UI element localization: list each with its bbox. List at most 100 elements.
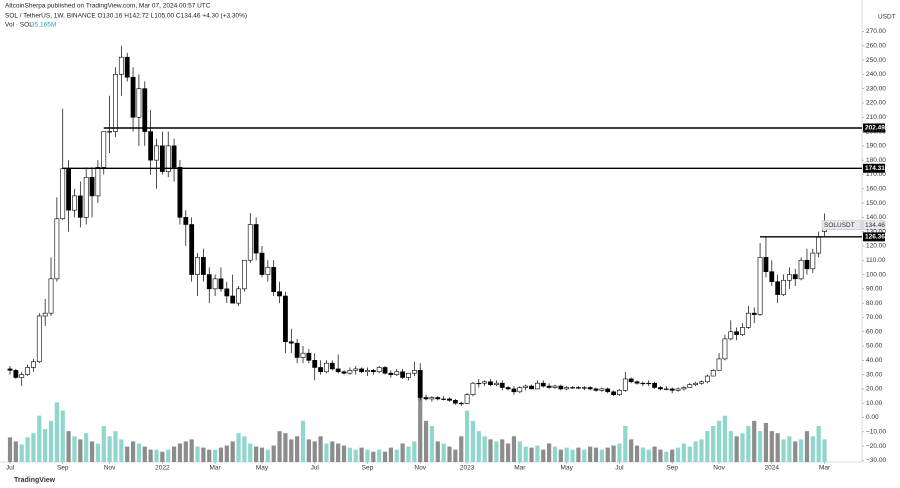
y-tick-label: 150.00 [866, 200, 886, 207]
x-tick-label: Mar [819, 465, 831, 472]
volume-bar [177, 443, 183, 462]
volume-bar [623, 426, 628, 462]
y-tick-label: 140.00 [866, 214, 886, 221]
candle-body [628, 378, 634, 383]
volume-bar [482, 436, 487, 462]
volume-bar [646, 449, 651, 462]
candle-body [482, 381, 488, 384]
volume-bar [13, 441, 18, 462]
candle-body [593, 388, 599, 391]
candle-body [740, 327, 745, 335]
volume-bar [271, 445, 276, 462]
volume-bar [353, 449, 358, 462]
candle-body [546, 385, 552, 388]
candle-body [19, 374, 25, 378]
candle-body [218, 278, 224, 290]
candle-body [165, 145, 171, 172]
volume-bar [488, 439, 493, 462]
candle-body [212, 278, 218, 290]
y-tick-label: 50.00 [866, 343, 883, 350]
author-line: AltcoinSherpa published on TradingView.c… [5, 3, 211, 10]
y-tick-label: 100.00 [866, 271, 886, 278]
candle-body [107, 131, 113, 133]
candle-body [786, 274, 792, 281]
candle-body [464, 394, 470, 404]
candle-body [60, 168, 66, 220]
candle-body [388, 372, 394, 375]
volume-bar [453, 449, 458, 462]
candle-body [306, 352, 312, 361]
volume-bar [517, 441, 522, 462]
volume-bar [494, 441, 499, 462]
volume-bar [84, 433, 89, 462]
volume-bar [148, 449, 153, 462]
candle-body [452, 400, 458, 404]
y-tick-label: 190.00 [866, 143, 886, 150]
candle-body [458, 402, 464, 405]
volume-bar [763, 422, 769, 462]
y-tick-label: 120.00 [866, 243, 886, 250]
candle-body [136, 88, 142, 118]
level-label: 174.31 [865, 165, 885, 172]
candle-body [324, 362, 329, 373]
volume-bar [125, 446, 130, 462]
volume-bar [48, 420, 54, 462]
volume-bar [752, 420, 757, 462]
volume-bar [277, 431, 282, 462]
volume-bar [324, 443, 329, 462]
volume-bar [664, 451, 669, 462]
candle-body [570, 387, 575, 389]
candle-body [376, 367, 382, 373]
currency: USDT [878, 14, 896, 21]
candle-body [130, 76, 136, 118]
candle-body [599, 388, 605, 391]
y-tick-label: 240.00 [866, 71, 886, 78]
candle-body [25, 367, 30, 375]
volume-bar [89, 441, 95, 462]
volume-bar [259, 447, 265, 462]
x-tick-label: Jul [6, 465, 15, 472]
price-tag-symbol: SOLUSDT [824, 222, 855, 229]
candle-body [154, 145, 159, 161]
volume-bar [787, 436, 792, 462]
volume-bar [746, 426, 751, 462]
volume-bar [593, 447, 599, 462]
x-tick-label: Nov [713, 465, 725, 472]
volume-bar [728, 431, 733, 462]
candle-body [36, 315, 42, 363]
volume-bar [54, 402, 59, 462]
volume-bar [552, 446, 558, 462]
candle-body [734, 331, 740, 335]
volume-bar [154, 449, 159, 462]
volume-bar [160, 451, 165, 462]
volume-bar [201, 447, 206, 462]
volume-bar [119, 439, 124, 462]
x-tick-label: Jul [311, 465, 320, 472]
volume-bar [371, 451, 376, 462]
x-tick-label: 2023 [460, 465, 475, 472]
candle-body [195, 257, 200, 275]
level-tag [863, 163, 885, 173]
candle-body [318, 367, 323, 373]
candle-body [230, 295, 236, 304]
volume-bar [547, 443, 552, 462]
volume-bar [693, 441, 698, 462]
volume-bar [101, 426, 106, 462]
y-tick-label: 130.00 [866, 228, 886, 235]
candle-body [716, 358, 722, 371]
volume-bar [78, 439, 83, 462]
volume-bar [359, 447, 364, 462]
candle-body [300, 352, 306, 358]
volume-bar [388, 447, 393, 462]
volume-bar [523, 446, 528, 462]
candle-body [499, 382, 505, 388]
volume-bar [31, 433, 36, 462]
volume-bar [617, 443, 622, 462]
volume-bar [306, 439, 311, 462]
volume-bar [722, 415, 728, 462]
candle-body [312, 360, 318, 368]
volume-bar [213, 449, 218, 462]
volume-bar [711, 426, 716, 462]
volume-bar [289, 439, 294, 462]
